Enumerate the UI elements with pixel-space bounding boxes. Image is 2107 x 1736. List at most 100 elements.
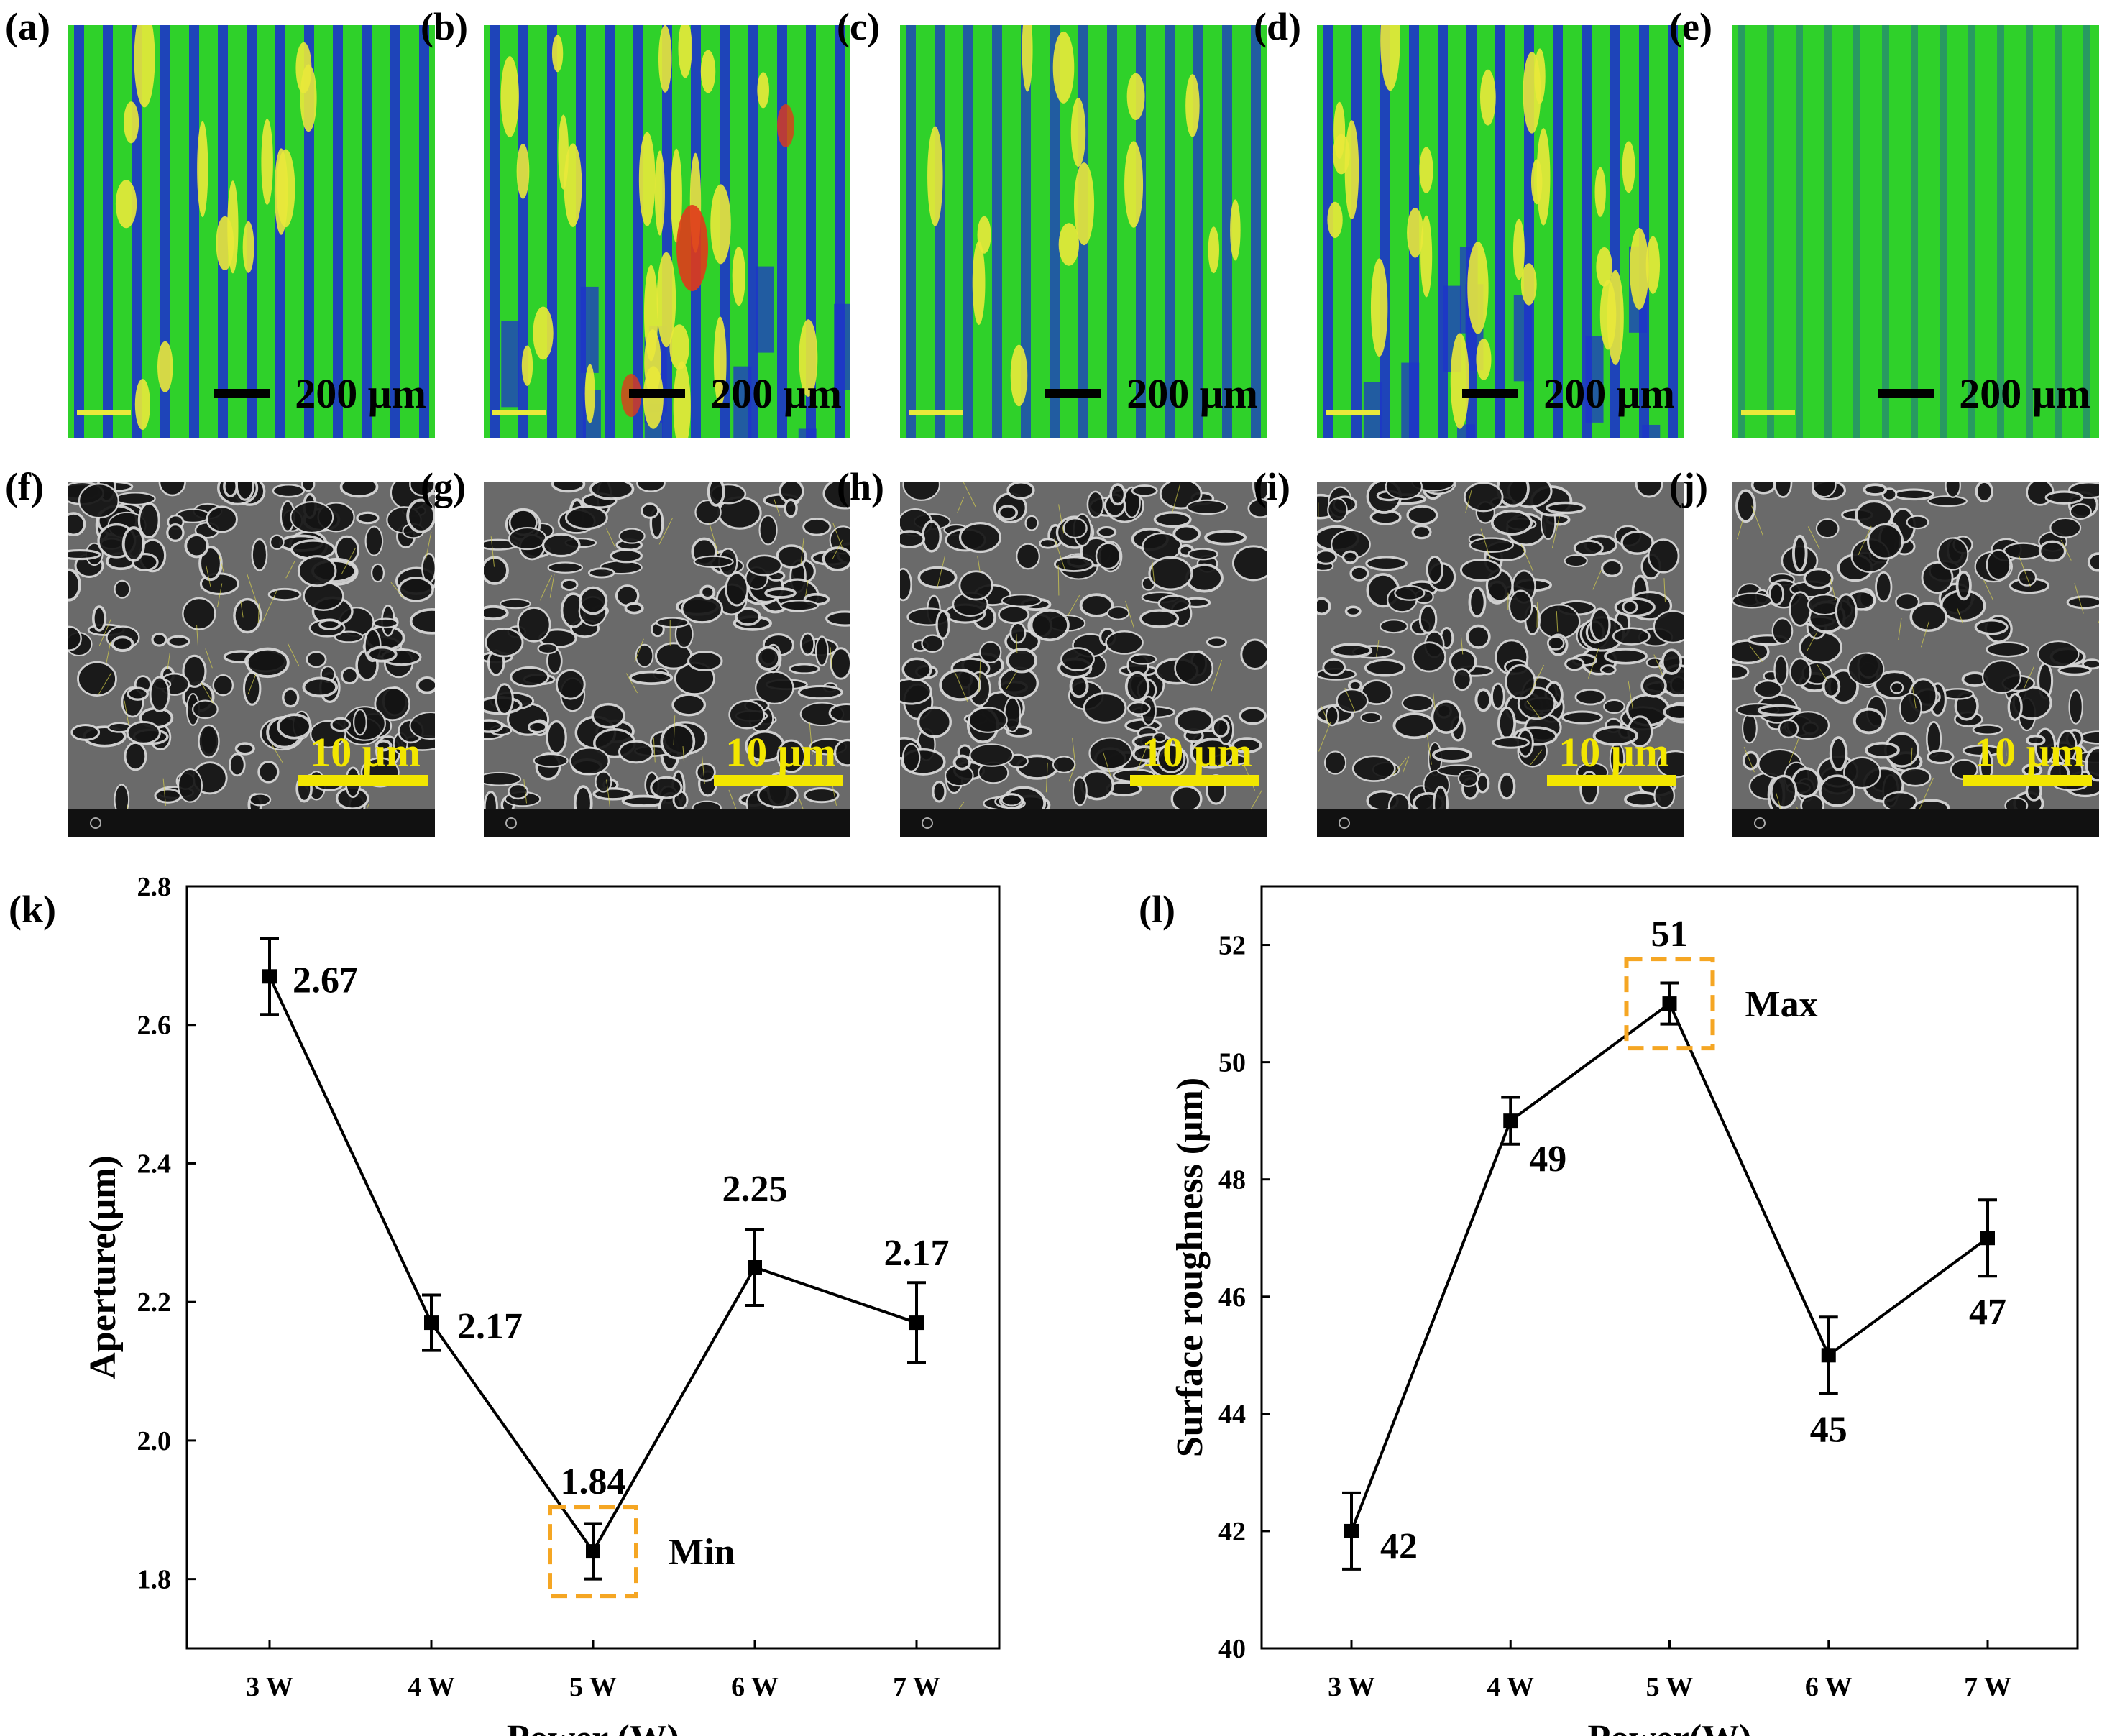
profilometry-image-3: 200 μm bbox=[900, 25, 1267, 438]
sem-image-5: 10 μm bbox=[1732, 482, 2099, 837]
scale-bar bbox=[629, 389, 685, 398]
x-tick-label: 3 W bbox=[246, 1672, 293, 1702]
data-label: 42 bbox=[1380, 1526, 1418, 1567]
chart-surface-roughness: (l) 40 42 44 46 48 50 52 3 W 4 W 5 W 6 W 7 W Power(W)… bbox=[1139, 885, 2079, 1736]
profilometry-image-2: 200 μm bbox=[484, 25, 850, 438]
y-tick-label: 2.8 bbox=[137, 872, 172, 902]
highlight-box bbox=[1624, 957, 1715, 1051]
data-point bbox=[748, 1260, 762, 1275]
scale-label: 10 μm bbox=[1559, 729, 1669, 776]
sem-info-bar bbox=[900, 809, 1267, 837]
data-label: 47 bbox=[1969, 1292, 2006, 1333]
annotation-label: Min bbox=[669, 1532, 735, 1573]
sem-image-4: 10 μm bbox=[1317, 482, 1684, 837]
sem-micrograph-icon bbox=[1732, 482, 2099, 827]
data-label: 2.67 bbox=[293, 960, 358, 1001]
x-tick-label: 7 W bbox=[893, 1672, 940, 1702]
y-axis-label: Aperture(μm) bbox=[83, 1155, 124, 1379]
y-tick-label: 48 bbox=[1218, 1165, 1246, 1195]
data-point bbox=[1344, 1523, 1359, 1538]
sem-image-3: 10 μm bbox=[900, 482, 1267, 837]
data-point bbox=[909, 1315, 924, 1331]
profilometry-image-4: 200 μm bbox=[1317, 25, 1684, 438]
panel-label: (j) bbox=[1669, 465, 1708, 508]
y-tick-label: 2.6 bbox=[137, 1011, 172, 1041]
data-label: 51 bbox=[1651, 914, 1689, 955]
y-tick-label: 1.8 bbox=[137, 1565, 172, 1595]
y-tick-label: 40 bbox=[1218, 1634, 1246, 1664]
profilometry-image-5: 200 μm bbox=[1732, 25, 2099, 438]
panel-label: (b) bbox=[421, 5, 468, 48]
scale-label: 200 μm bbox=[1126, 370, 1258, 417]
scale-label: 10 μm bbox=[725, 729, 836, 776]
y-tick-label: 52 bbox=[1218, 931, 1246, 961]
x-axis-label: Power(W) bbox=[1587, 1718, 1751, 1736]
panel-label: (e) bbox=[1669, 5, 1712, 48]
panel-label: (g) bbox=[421, 465, 466, 508]
data-label: 45 bbox=[1810, 1409, 1847, 1450]
data-label: 1.84 bbox=[561, 1461, 626, 1502]
panel-label: (l) bbox=[1139, 888, 1175, 931]
y-axis-label: Surface roughness (μm) bbox=[1170, 1078, 1211, 1457]
x-axis-label: Power (W) bbox=[507, 1718, 679, 1736]
x-tick-label: 3 W bbox=[1328, 1672, 1375, 1702]
scale-bar bbox=[1130, 775, 1259, 786]
scale-label: 10 μm bbox=[1142, 729, 1252, 776]
y-tick-label: 44 bbox=[1218, 1400, 1246, 1430]
annotation-label: Max bbox=[1745, 984, 1818, 1025]
data-point bbox=[586, 1544, 600, 1559]
highlight-box bbox=[548, 1505, 638, 1599]
y-tick-label: 46 bbox=[1218, 1282, 1246, 1313]
scale-bar bbox=[214, 389, 270, 398]
scale-bar bbox=[298, 775, 428, 786]
scale-label: 10 μm bbox=[1974, 729, 2085, 776]
x-tick-label: 5 W bbox=[569, 1672, 617, 1702]
data-point bbox=[1980, 1231, 1995, 1246]
y-tick-label: 50 bbox=[1218, 1048, 1246, 1078]
sem-micrograph-icon bbox=[68, 482, 435, 827]
profilometry-map-icon bbox=[68, 25, 435, 438]
sem-micrograph-icon bbox=[1317, 482, 1684, 823]
x-tick-label: 7 W bbox=[1964, 1672, 2011, 1702]
data-label: 2.17 bbox=[884, 1233, 950, 1274]
y-tick-label: 2.2 bbox=[137, 1287, 172, 1318]
y-tick-label: 2.4 bbox=[137, 1149, 172, 1179]
x-tick-label: 4 W bbox=[408, 1672, 455, 1702]
panel-label: (h) bbox=[837, 465, 884, 508]
x-tick-label: 6 W bbox=[731, 1672, 779, 1702]
panel-label: (c) bbox=[837, 5, 880, 48]
scale-label: 200 μm bbox=[1543, 370, 1675, 417]
profilometry-map-icon bbox=[1317, 25, 1684, 438]
series-line bbox=[1350, 1001, 1989, 1532]
data-point bbox=[1662, 996, 1677, 1011]
profilometry-map-icon bbox=[484, 25, 850, 438]
sem-info-bar bbox=[1317, 809, 1684, 837]
scale-bar bbox=[1547, 775, 1676, 786]
scale-bar bbox=[1462, 389, 1518, 398]
scale-label: 10 μm bbox=[310, 729, 421, 776]
x-tick-label: 6 W bbox=[1805, 1672, 1853, 1702]
sem-info-bar bbox=[1732, 809, 2099, 837]
x-tick-label: 5 W bbox=[1646, 1672, 1694, 1702]
panel-label: (d) bbox=[1254, 5, 1301, 48]
scale-label: 200 μm bbox=[1959, 370, 2090, 417]
y-tick-label: 42 bbox=[1218, 1517, 1246, 1547]
profilometry-image-1: 200 μm bbox=[68, 25, 435, 438]
chart-aperture: (k) 1.8 2.0 2.2 2.4 2.6 2.8 3 W 4 W 5 W 6 W 7 W Powe… bbox=[9, 872, 1001, 1736]
data-point bbox=[424, 1315, 439, 1331]
panel-label: (k) bbox=[9, 888, 56, 931]
scale-bar bbox=[1963, 775, 2092, 786]
data-point bbox=[262, 969, 277, 984]
x-tick-label: 4 W bbox=[1487, 1672, 1534, 1702]
scale-label: 200 μm bbox=[710, 370, 842, 417]
profilometry-map-icon bbox=[900, 25, 1267, 438]
sem-image-1: 10 μm bbox=[68, 482, 435, 837]
scale-label: 200 μm bbox=[295, 370, 426, 417]
data-label: 2.17 bbox=[457, 1306, 523, 1347]
data-label: 49 bbox=[1529, 1139, 1566, 1180]
scale-bar bbox=[1045, 389, 1101, 398]
data-label: 2.25 bbox=[722, 1169, 788, 1210]
panel-label: (i) bbox=[1254, 465, 1290, 508]
data-point bbox=[1503, 1113, 1518, 1129]
data-point bbox=[1821, 1348, 1836, 1363]
